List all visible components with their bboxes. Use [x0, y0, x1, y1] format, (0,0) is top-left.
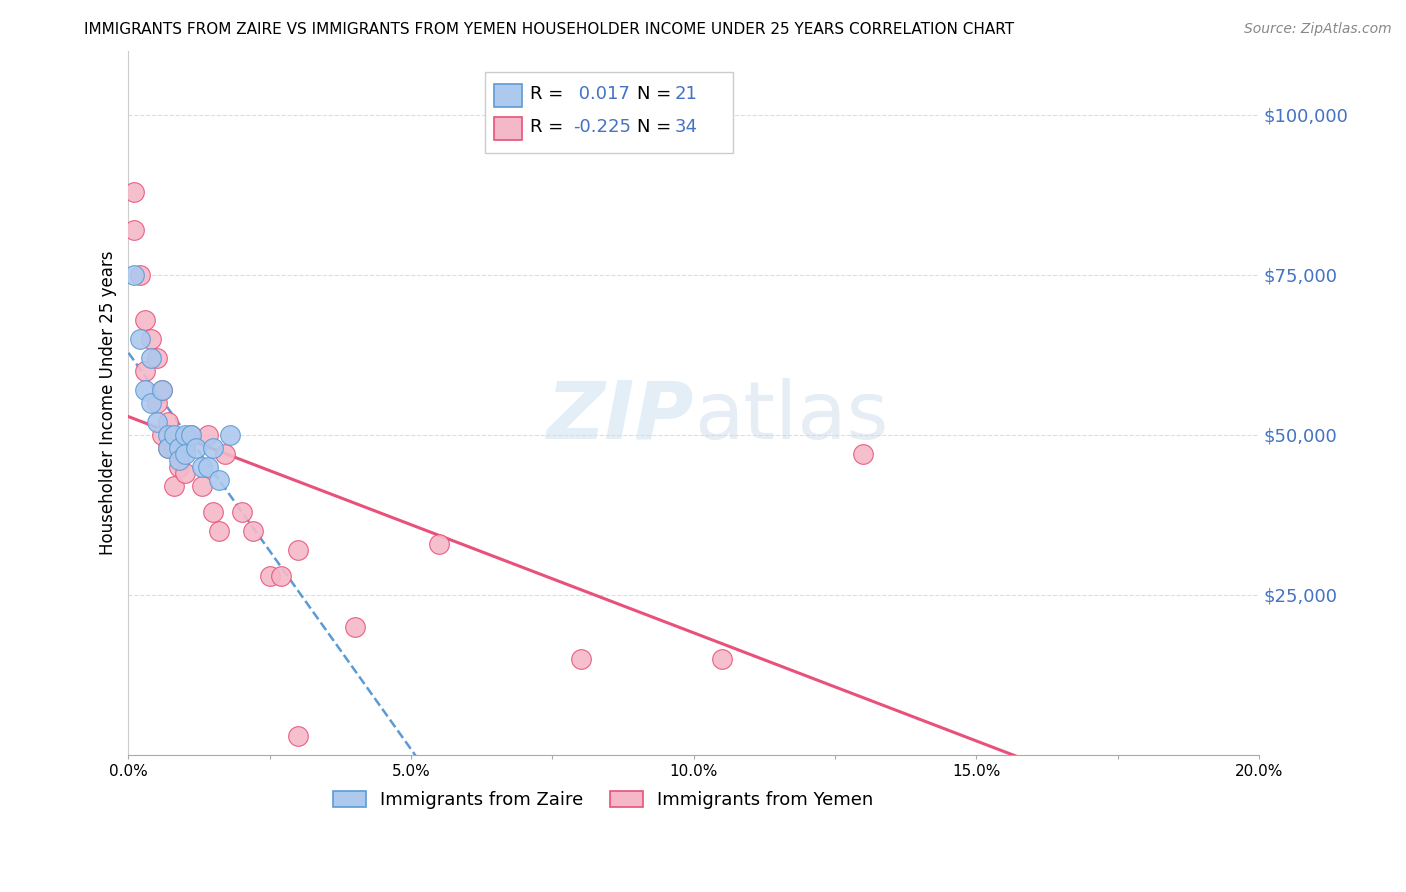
- Point: [711, 652, 734, 666]
- Point: [157, 441, 180, 455]
- Point: [197, 427, 219, 442]
- Legend: Immigrants from Zaire, Immigrants from Yemen: Immigrants from Zaire, Immigrants from Y…: [326, 783, 880, 816]
- Text: Source: ZipAtlas.com: Source: ZipAtlas.com: [1244, 22, 1392, 37]
- Point: [139, 351, 162, 365]
- Point: [128, 332, 150, 346]
- Point: [287, 543, 309, 558]
- Point: [180, 427, 202, 442]
- FancyBboxPatch shape: [494, 84, 522, 107]
- Point: [270, 568, 292, 582]
- Text: atlas: atlas: [693, 378, 889, 456]
- Point: [157, 427, 180, 442]
- Point: [163, 479, 186, 493]
- Point: [852, 447, 875, 461]
- Point: [191, 459, 214, 474]
- Point: [429, 536, 451, 550]
- Point: [163, 441, 186, 455]
- Point: [197, 459, 219, 474]
- Point: [145, 351, 167, 365]
- Point: [139, 396, 162, 410]
- Point: [202, 441, 225, 455]
- Point: [343, 620, 366, 634]
- Point: [208, 524, 231, 538]
- Point: [287, 729, 309, 743]
- Point: [150, 383, 173, 397]
- Point: [139, 332, 162, 346]
- Text: 0.017: 0.017: [572, 86, 630, 103]
- Point: [122, 185, 145, 199]
- Point: [122, 268, 145, 282]
- Text: R =: R =: [530, 119, 562, 136]
- Point: [169, 453, 191, 467]
- Text: N =: N =: [637, 86, 672, 103]
- Point: [186, 441, 208, 455]
- Text: -0.225: -0.225: [572, 119, 631, 136]
- Point: [134, 383, 156, 397]
- Text: IMMIGRANTS FROM ZAIRE VS IMMIGRANTS FROM YEMEN HOUSEHOLDER INCOME UNDER 25 YEARS: IMMIGRANTS FROM ZAIRE VS IMMIGRANTS FROM…: [84, 22, 1015, 37]
- Text: N =: N =: [637, 119, 672, 136]
- Text: R =: R =: [530, 86, 562, 103]
- Point: [145, 396, 167, 410]
- FancyBboxPatch shape: [494, 117, 522, 140]
- FancyBboxPatch shape: [485, 72, 734, 153]
- Point: [202, 505, 225, 519]
- Point: [157, 441, 180, 455]
- Point: [180, 427, 202, 442]
- Point: [214, 447, 236, 461]
- Point: [169, 459, 191, 474]
- Point: [231, 505, 253, 519]
- Point: [134, 364, 156, 378]
- Point: [169, 441, 191, 455]
- Point: [134, 312, 156, 326]
- Point: [569, 652, 592, 666]
- Point: [163, 427, 186, 442]
- Point: [191, 479, 214, 493]
- Point: [242, 524, 264, 538]
- Text: 21: 21: [675, 86, 697, 103]
- Point: [174, 467, 197, 481]
- Point: [259, 568, 281, 582]
- Point: [150, 383, 173, 397]
- Point: [122, 223, 145, 237]
- Point: [150, 427, 173, 442]
- Point: [174, 447, 197, 461]
- Text: 34: 34: [675, 119, 697, 136]
- Text: ZIP: ZIP: [547, 378, 693, 456]
- Point: [145, 415, 167, 429]
- Point: [128, 268, 150, 282]
- Point: [219, 427, 242, 442]
- Point: [208, 473, 231, 487]
- Point: [174, 427, 197, 442]
- Point: [174, 441, 197, 455]
- Y-axis label: Householder Income Under 25 years: Householder Income Under 25 years: [100, 251, 117, 555]
- Point: [157, 415, 180, 429]
